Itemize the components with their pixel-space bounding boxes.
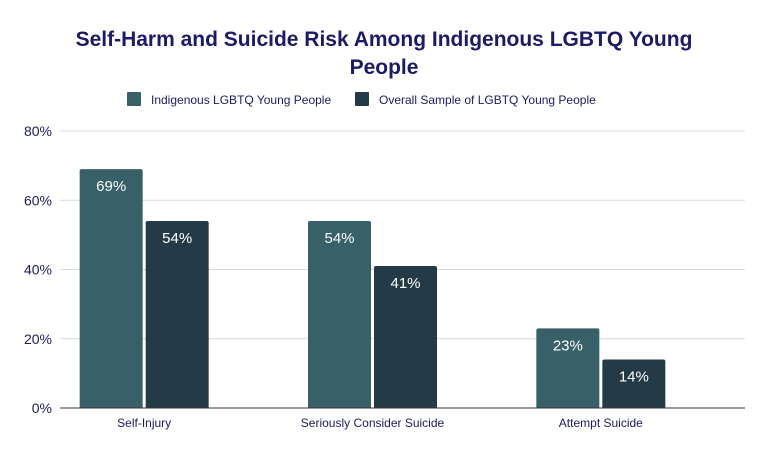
bar xyxy=(374,266,437,408)
data-label: 54% xyxy=(324,230,354,247)
y-tick-label: 20% xyxy=(24,331,52,347)
data-label: 14% xyxy=(619,369,649,386)
chart-title-line-2: People xyxy=(350,56,419,79)
data-label: 23% xyxy=(553,337,583,354)
x-category-label: Seriously Consider Suicide xyxy=(301,416,445,430)
bar xyxy=(79,169,143,408)
legend-swatch-indigenous xyxy=(127,92,141,106)
data-label: 69% xyxy=(96,178,126,195)
data-label: 54% xyxy=(162,230,192,247)
legend: Indigenous LGBTQ Young People Overall Sa… xyxy=(127,92,596,107)
x-category-label: Attempt Suicide xyxy=(559,416,643,430)
legend-swatch-overall xyxy=(355,92,369,106)
y-tick-label: 60% xyxy=(24,192,52,208)
legend-label-indigenous: Indigenous LGBTQ Young People xyxy=(151,93,331,107)
y-tick-label: 80% xyxy=(24,123,52,139)
data-label: 41% xyxy=(390,275,420,292)
y-tick-label: 0% xyxy=(32,400,52,416)
y-tick-label: 40% xyxy=(24,262,52,278)
bar xyxy=(145,221,209,408)
bar xyxy=(308,221,371,408)
legend-label-overall: Overall Sample of LGBTQ Young People xyxy=(379,93,596,107)
x-category-label: Self-Injury xyxy=(117,416,171,430)
bar xyxy=(536,328,600,408)
bar xyxy=(602,359,666,408)
chart-title-line-1: Self-Harm and Suicide Risk Among Indigen… xyxy=(76,28,693,51)
